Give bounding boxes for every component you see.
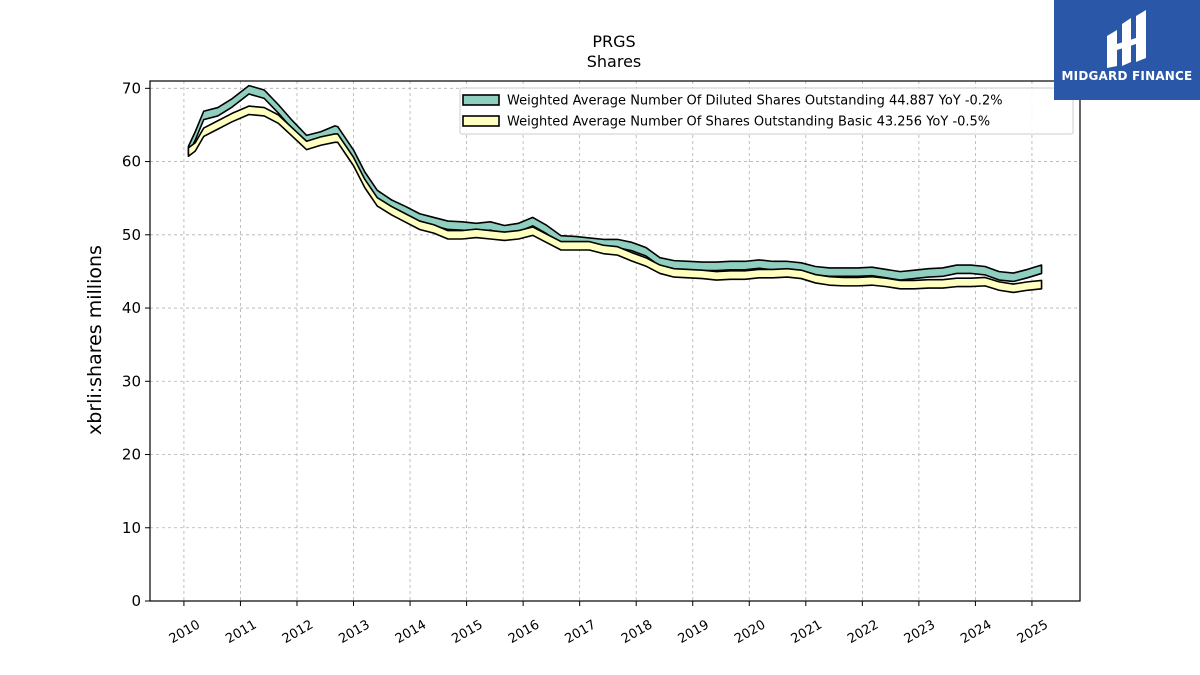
series-line-diluted	[187, 84, 1043, 283]
series-group	[187, 84, 1043, 294]
y-tick-label: 0	[131, 592, 141, 610]
legend-label-diluted: Weighted Average Number Of Diluted Share…	[507, 94, 1003, 109]
y-tick-label: 70	[122, 79, 141, 97]
y-axis-ticks: 0 10 20 30 40 50 60 70	[122, 79, 150, 610]
legend-label-basic: Weighted Average Number Of Shares Outsta…	[507, 115, 990, 130]
legend-frame	[459, 87, 1074, 135]
y-tick-label: 30	[122, 372, 141, 390]
y-tick-label: 20	[122, 446, 141, 464]
y-tick-label: 10	[122, 519, 141, 537]
grid-lines	[150, 81, 1080, 602]
logo-text: MIDGARD FINANCE	[1062, 69, 1193, 83]
series-line-basic	[187, 105, 1043, 294]
legend-swatch-basic	[462, 115, 500, 127]
y-tick-label: 40	[122, 299, 141, 317]
y-tick-label: 60	[122, 153, 141, 171]
legend: Weighted Average Number Of Diluted Share…	[459, 87, 1074, 135]
logo-mark-icon	[1107, 10, 1146, 68]
y-tick-label: 50	[122, 226, 141, 244]
chart-title: PRGS	[592, 32, 635, 51]
y-axis-label: xbrli:shares millions	[84, 245, 106, 435]
chart-subtitle: Shares	[587, 52, 642, 71]
midgard-finance-logo: MIDGARD FINANCE	[1054, 0, 1200, 100]
legend-swatch-diluted	[462, 94, 500, 106]
plot-frame	[149, 80, 1081, 602]
